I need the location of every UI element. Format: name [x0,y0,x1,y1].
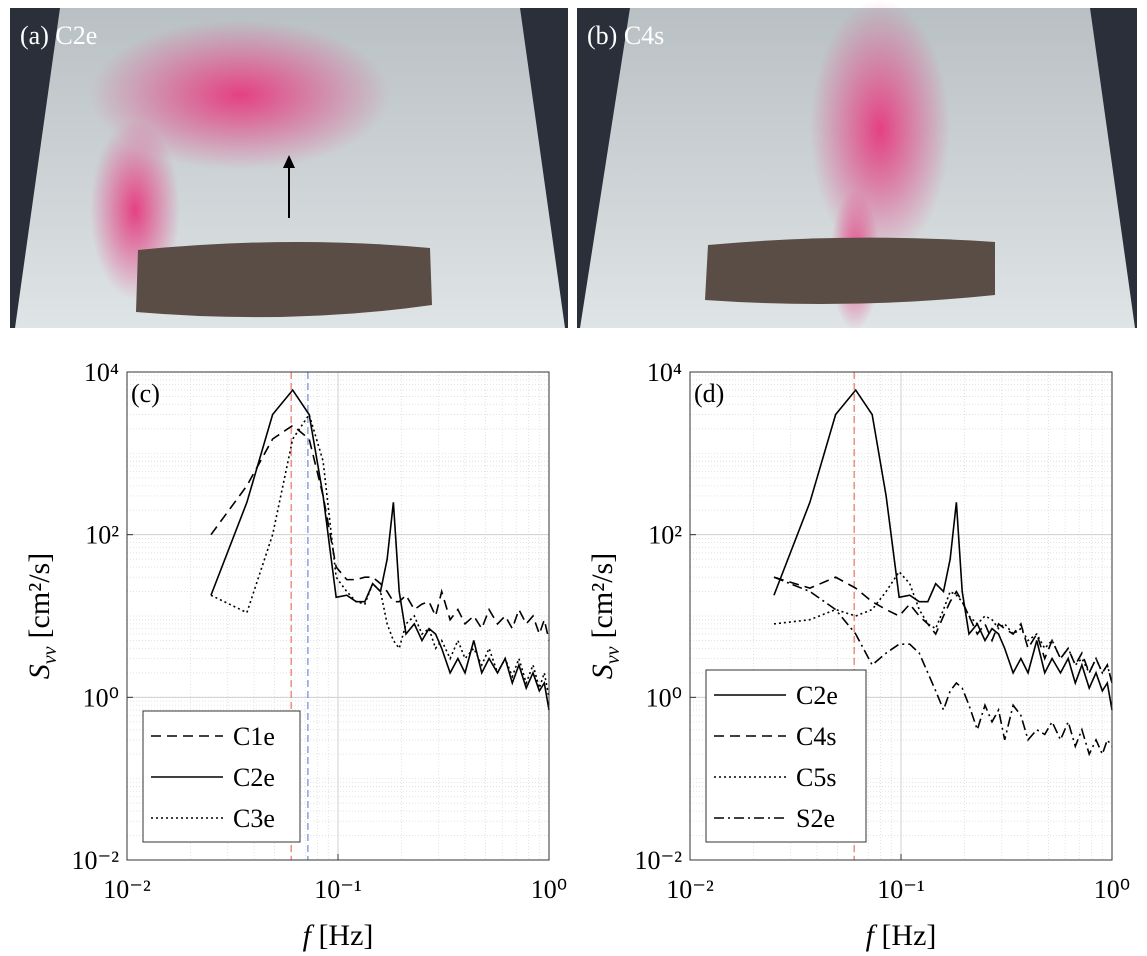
x-label-unit: [Hz] [318,919,373,952]
series-line [773,576,1113,757]
y-tick-label: 10⁰ [646,683,682,712]
legend-label: C4s [796,722,836,751]
legend-label: C5s [796,763,836,792]
chart: 10⁻² 10⁻¹ 10⁰ 10⁻² 10⁰ 10² 10⁴ (d) f [Hz] Svv [cm²… [586,358,1130,952]
y-tick-label: 10⁻² [71,846,119,875]
legend-label: S2e [796,804,835,833]
panel-label: (a) C2e [20,21,97,50]
x-tick-label: 10⁰ [531,875,567,904]
x-tick-label: 10⁻¹ [877,875,925,904]
panel-label: (c) [131,379,160,408]
photo-b [577,0,1137,330]
x-axis-label: f [Hz] [303,919,374,952]
y-label-unit: [cm²/s] [23,553,56,639]
y-tick-label: 10⁴ [84,358,119,387]
y-label-symbol: S [586,664,619,679]
series-line [210,412,550,698]
x-label-unit: [Hz] [881,919,936,952]
y-label-subscript: vv [39,646,61,664]
series-line [773,570,1113,684]
panel-label: (b) C4s [587,21,664,50]
y-tick-label: 10⁻² [634,846,682,875]
x-label-symbol: f [866,919,878,952]
x-label-symbol: f [303,919,315,952]
y-label-unit: [cm²/s] [586,553,619,639]
panel-label: (d) [694,379,724,408]
series-line [210,388,550,711]
legend-label: C1e [233,722,275,751]
x-tick-label: 10⁻¹ [314,875,362,904]
y-axis-label: Svv [cm²/s] [23,553,61,679]
y-tick-label: 10² [85,521,119,550]
x-tick-label: 10⁰ [1094,875,1130,904]
photo-a [10,8,568,328]
x-tick-label: 10⁻² [666,875,714,904]
series-line [773,388,1113,711]
y-label-symbol: S [23,664,56,679]
legend-box [705,669,867,843]
series-line [210,424,550,641]
x-axis-label: f [Hz] [866,919,937,952]
legend-label: C2e [233,763,275,792]
x-tick-label: 10⁻² [103,875,151,904]
y-tick-label: 10⁴ [647,358,682,387]
plot-frame [689,371,1113,861]
series-line [773,576,1113,684]
legend-label: C2e [796,681,838,710]
y-axis-label: Svv [cm²/s] [586,553,624,679]
y-label-subscript: vv [602,646,624,664]
legend-label: C3e [233,804,275,833]
y-tick-label: 10² [648,521,682,550]
chart: 10⁻² 10⁻¹ 10⁰ 10⁻² 10⁰ 10² 10⁴ (c) f [Hz] Svv [cm²… [23,358,567,952]
y-tick-label: 10⁰ [83,683,119,712]
plot-frame [126,371,550,861]
